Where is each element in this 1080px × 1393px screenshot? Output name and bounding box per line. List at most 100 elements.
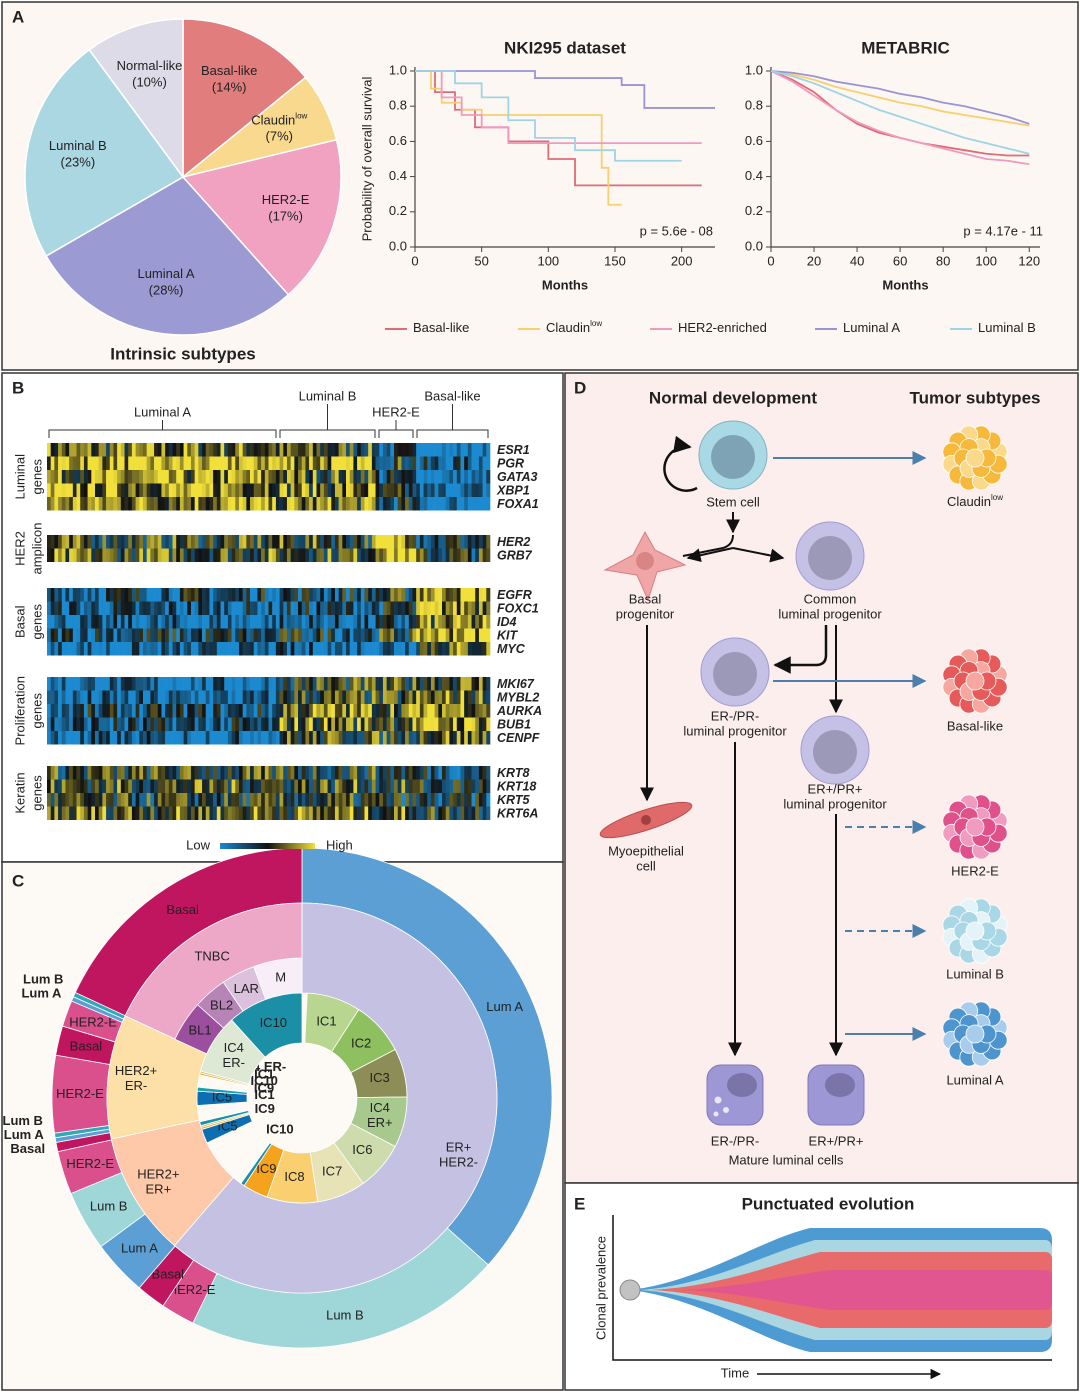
heatmap-cell	[357, 483, 362, 497]
heatmap-cell	[334, 677, 339, 691]
heatmap-cell	[202, 731, 207, 745]
heatmap-cell	[456, 588, 461, 602]
heatmap-cell	[264, 628, 269, 642]
heatmap-cell	[194, 483, 199, 497]
heatmap-cell	[216, 642, 221, 656]
heatmap-cell	[453, 717, 458, 731]
heatmap-cell	[375, 548, 380, 562]
heatmap-cell	[69, 642, 74, 656]
heatmap-cell	[272, 766, 277, 780]
heatmap-cell	[386, 677, 391, 691]
heatmap-cell	[253, 615, 258, 629]
heatmap-cell	[464, 588, 469, 602]
group-bracket	[416, 404, 489, 438]
heatmap-cell	[161, 456, 166, 470]
heatmap-cell	[382, 470, 387, 484]
heatmap-cell	[467, 793, 472, 807]
heatmap-cell	[238, 677, 243, 691]
heatmap-cell	[382, 497, 387, 511]
heatmap-cell	[168, 615, 173, 629]
heatmap-cell	[416, 588, 421, 602]
heatmap-cell	[486, 483, 491, 497]
heatmap-cell	[379, 497, 384, 511]
cell-label: Stem cell	[706, 494, 760, 509]
heatmap-cell	[334, 779, 339, 793]
heatmap-cell	[139, 766, 144, 780]
heatmap-cell	[419, 628, 424, 642]
heatmap-cell	[379, 806, 384, 820]
heatmap-cell	[61, 766, 66, 780]
heatmap-cell	[157, 717, 162, 731]
heatmap-cell	[416, 497, 421, 511]
heatmap-cell	[334, 615, 339, 629]
heatmap-cell	[371, 628, 376, 642]
heatmap-cell	[449, 548, 454, 562]
heatmap-cell	[453, 766, 458, 780]
gene-label: KIT	[497, 629, 519, 643]
heatmap-cell	[172, 601, 177, 615]
heatmap-cell	[187, 717, 192, 731]
heatmap-cell	[449, 601, 454, 615]
heatmap-cell	[179, 717, 184, 731]
heatmap-cell	[449, 766, 454, 780]
heatmap-cell	[183, 483, 188, 497]
heatmap-cell	[342, 483, 347, 497]
heatmap-cell	[338, 779, 343, 793]
heatmap-cell	[128, 548, 133, 562]
heatmap-cell	[434, 443, 439, 457]
heatmap-cell	[227, 690, 232, 704]
heatmap-cell	[427, 717, 432, 731]
heatmap-cell	[312, 704, 317, 718]
heatmap-cell	[375, 793, 380, 807]
segment-label-line: ER+	[367, 1116, 393, 1131]
heatmap-cell	[224, 443, 229, 457]
heatmap-cell	[434, 588, 439, 602]
heatmap-cell	[349, 677, 354, 691]
heatmap-cell	[183, 793, 188, 807]
gene-label: AURKA	[496, 704, 542, 718]
heatmap-cell	[253, 601, 258, 615]
heatmap-cell	[405, 548, 410, 562]
heatmap-cell	[412, 731, 417, 745]
heatmap-cell	[94, 704, 99, 718]
heatmap-cell	[364, 704, 369, 718]
heatmap-cell	[250, 793, 255, 807]
heatmap-cell	[253, 497, 258, 511]
heatmap-cell	[357, 588, 362, 602]
heatmap-cell	[309, 588, 314, 602]
heatmap-cell	[58, 731, 63, 745]
heatmap-cell	[430, 588, 435, 602]
heatmap-cell	[161, 717, 166, 731]
row-group-label: HER2	[12, 531, 27, 566]
heatmap-cell	[194, 601, 199, 615]
heatmap-cell	[316, 717, 321, 731]
heatmap-cell	[161, 677, 166, 691]
heatmap-cell	[120, 806, 125, 820]
heatmap-cell	[209, 443, 214, 457]
heatmap-cell	[87, 443, 92, 457]
heatmap-cell	[205, 704, 210, 718]
heatmap-cell	[327, 690, 332, 704]
panel-letter: C	[12, 871, 24, 890]
segment-label: IC7	[322, 1164, 342, 1179]
heatmap-cell	[58, 690, 63, 704]
heatmap-cell	[338, 601, 343, 615]
heatmap-cell	[301, 677, 306, 691]
heatmap-cell	[272, 642, 277, 656]
heatmap-cell	[154, 548, 159, 562]
heatmap-cell	[386, 793, 391, 807]
heatmap-cell	[135, 443, 140, 457]
heatmap-cell	[309, 548, 314, 562]
heatmap-cell	[83, 793, 88, 807]
heatmap-cell	[91, 497, 96, 511]
heatmap-cell	[342, 677, 347, 691]
heatmap-cell	[172, 615, 177, 629]
heatmap-cell	[117, 588, 122, 602]
heatmap-cell	[87, 731, 92, 745]
heatmap-cell	[213, 548, 218, 562]
heatmap-cell	[286, 535, 291, 549]
heatmap-cell	[434, 690, 439, 704]
heatmap-cell	[227, 677, 232, 691]
heatmap-cell	[98, 483, 103, 497]
heatmap-cell	[257, 793, 262, 807]
